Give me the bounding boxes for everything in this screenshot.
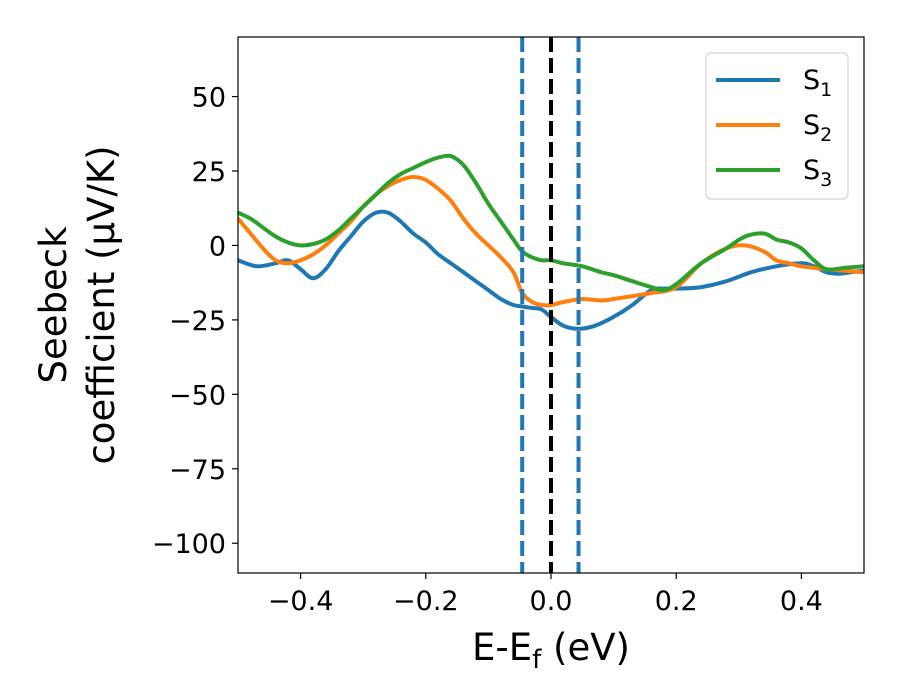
- legend: S1 S2 S3: [705, 52, 849, 200]
- legend-label-s3: S3: [803, 155, 832, 191]
- y-tick-label: 50: [192, 83, 226, 114]
- x-axis-label: E-Ef (eV): [472, 626, 630, 675]
- series-line-s2: [238, 175, 864, 308]
- x-tick-label: −0.2: [393, 586, 459, 617]
- y-tick-label: 25: [192, 157, 226, 188]
- x-tick-label: 0.4: [780, 586, 823, 617]
- y-axis-label-line1: Seebeck: [32, 226, 75, 384]
- y-tick-label: −50: [169, 380, 226, 411]
- series-line-s1: [238, 209, 864, 331]
- x-axis: −0.4 −0.2 0.0 0.2 0.4: [268, 573, 823, 617]
- y-axis-label-line2: coefficient (μV/K): [80, 145, 123, 464]
- legend-label-s2: S2: [803, 110, 832, 146]
- y-axis-label: Seebeck coefficient (μV/K): [32, 145, 123, 464]
- legend-label-s1: S1: [803, 65, 832, 101]
- y-tick-label: 0: [209, 231, 226, 262]
- y-tick-label: −25: [169, 306, 226, 337]
- x-tick-label: 0.2: [655, 586, 698, 617]
- x-tick-label: 0.0: [530, 586, 573, 617]
- series-layer: [238, 153, 864, 331]
- y-tick-label: −75: [169, 455, 226, 486]
- y-tick-label: −100: [152, 529, 226, 560]
- series-line-s3: [238, 153, 864, 293]
- vline-layer: [520, 37, 581, 573]
- y-axis: 50 25 0 −25 −50 −75 −100: [152, 83, 238, 560]
- x-tick-label: −0.4: [268, 586, 334, 617]
